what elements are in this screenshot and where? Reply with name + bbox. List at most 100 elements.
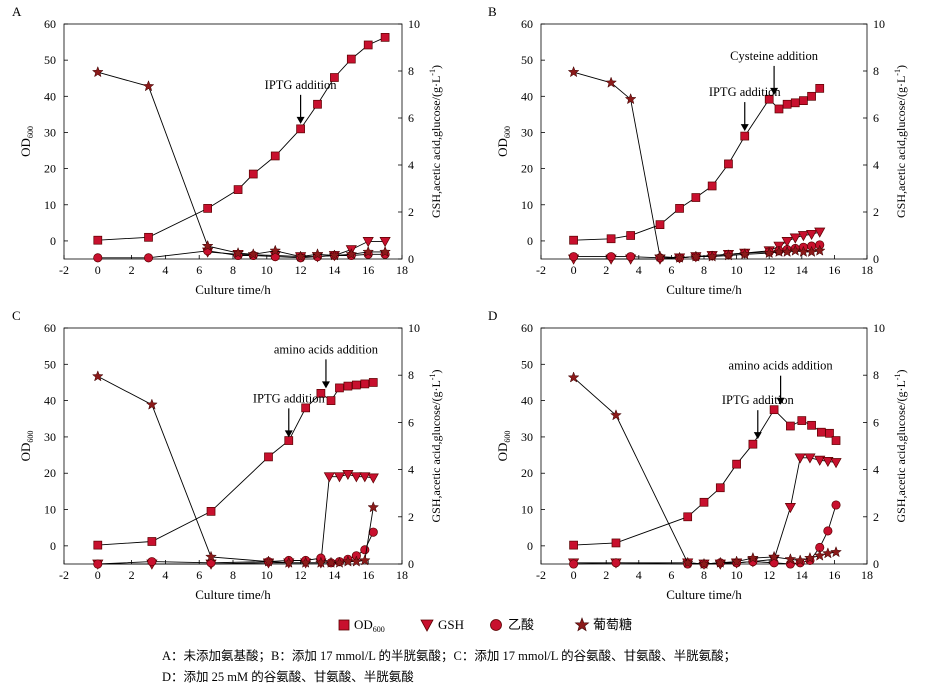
data-point-square [343, 381, 353, 391]
y-tick-label: 20 [44, 466, 56, 480]
series-line [97, 382, 374, 546]
y-tick-label: 30 [44, 430, 56, 444]
data-point-star [821, 547, 834, 559]
data-point-star [698, 557, 710, 570]
data-point-square [606, 234, 616, 244]
data-point-star [789, 244, 802, 256]
annotation-label: IPTG addition [709, 85, 782, 99]
legend-label-od: OD600 [354, 617, 385, 634]
x-tick-label: 4 [636, 263, 642, 277]
data-point-star [142, 80, 155, 92]
x-tick-label: 12 [295, 263, 307, 277]
figure-caption: A：未添加氨基酸；B：添加 17 mmol/L 的半胱氨酸；C：添加 17 mm… [162, 646, 736, 688]
data-point-square [270, 151, 280, 161]
series-square [569, 84, 825, 245]
y2-axis-label: GSH,acetic acid,glucose/(g·L-1) [893, 65, 908, 218]
data-point-star [145, 398, 158, 410]
x-tick-label: -2 [536, 263, 546, 277]
x-tick-label: 6 [196, 263, 202, 277]
legend-triangle-marker [420, 619, 434, 632]
data-point-star [314, 556, 327, 568]
data-point-square [284, 436, 294, 445]
data-point-square [93, 540, 103, 550]
y-tick-label: 10 [521, 198, 533, 212]
y-tick-label: 10 [44, 503, 56, 517]
y-tick-label: 40 [44, 89, 56, 103]
y2-axis-label: GSH,acetic acid,glucose/(g·L-1) [428, 65, 443, 218]
x-tick-label: -2 [59, 263, 69, 277]
data-point-star [294, 250, 307, 262]
x-axis-label: Culture time/h [195, 282, 271, 297]
data-point-square [313, 99, 322, 109]
x-tick-label: 2 [129, 263, 135, 277]
x-tick-label: 18 [861, 568, 873, 582]
x-tick-label: 18 [396, 568, 408, 582]
data-point-square [825, 428, 834, 438]
y-tick-label: 10 [44, 198, 56, 212]
annotation-label: IPTG addition [722, 393, 795, 407]
annotation-arrow-head [770, 87, 779, 95]
y-tick-label: 30 [44, 125, 56, 139]
data-point-square [569, 235, 578, 245]
data-point-star [201, 239, 214, 252]
data-point-triangle-down [830, 458, 842, 469]
data-point-star [262, 555, 275, 567]
data-point-square [352, 380, 361, 390]
x-tick-label: 6 [196, 568, 202, 582]
y2-tick-label: 4 [408, 158, 414, 172]
caption-line-1: A：未添加氨基酸；B：添加 17 mmol/L 的半胱氨酸；C：添加 17 mm… [162, 649, 737, 663]
data-point-circle [626, 252, 636, 262]
data-point-star [689, 250, 702, 262]
data-point-square [93, 235, 103, 245]
x-tick-label: 4 [162, 568, 168, 582]
x-tick-label: 4 [636, 568, 642, 582]
y2-tick-label: 10 [873, 17, 885, 31]
y2-tick-label: 6 [873, 415, 879, 429]
data-point-circle [143, 253, 154, 263]
y2-tick-label: 10 [408, 321, 420, 335]
data-point-star [813, 549, 826, 561]
chart-panel-d: D-2 0 2 4 6 8 10 12 14 16 1801020304050600246810Cu… [488, 308, 908, 600]
y2-tick-label: 4 [873, 463, 879, 477]
data-point-square [683, 512, 693, 522]
data-point-circle [368, 527, 378, 537]
x-tick-label: 0 [95, 568, 101, 582]
y2-axis-label: GSH,acetic acid,glucose/(g·L-1) [428, 370, 443, 523]
data-point-star [333, 556, 346, 568]
data-point-triangle-down [323, 472, 335, 483]
data-point-square [316, 389, 326, 398]
x-tick-label: 0 [571, 263, 577, 277]
data-point-star [247, 248, 260, 260]
chart-panel-c: C-2 0 2 4 6 8 10 12 14 16 1801020304050600246810Cu… [12, 308, 443, 600]
data-point-triangle-down [814, 227, 826, 238]
data-point-circle [831, 500, 841, 510]
data-point-triangle-down [781, 237, 793, 248]
x-tick-label: 6 [668, 568, 674, 582]
data-point-triangle-down [797, 231, 810, 242]
data-point-triangle-down [333, 472, 346, 483]
data-point-square [360, 379, 370, 389]
data-point-square [715, 483, 725, 493]
y-tick-label: 60 [44, 17, 56, 31]
y-tick-label: 10 [521, 503, 533, 517]
legend-star-marker [574, 617, 590, 632]
data-point-star [763, 246, 776, 259]
series-square [93, 378, 378, 550]
y-axis-label: OD600 [495, 126, 512, 157]
y2-tick-label: 4 [873, 158, 879, 172]
data-point-square [301, 403, 311, 413]
y2-tick-label: 0 [873, 252, 879, 266]
series-line [573, 377, 837, 565]
data-point-star [345, 248, 358, 260]
data-point-square [707, 181, 717, 191]
y-tick-label: 0 [527, 234, 533, 248]
x-tick-label: 10 [261, 263, 273, 277]
y2-tick-label: 8 [408, 368, 414, 382]
data-point-triangle-down [822, 456, 834, 468]
data-point-star [567, 371, 580, 383]
data-point-square [699, 497, 709, 507]
y-tick-label: 50 [521, 357, 533, 371]
data-point-circle [360, 545, 370, 555]
annotation-label: amino acids addition [274, 342, 379, 356]
series-star [567, 371, 842, 570]
